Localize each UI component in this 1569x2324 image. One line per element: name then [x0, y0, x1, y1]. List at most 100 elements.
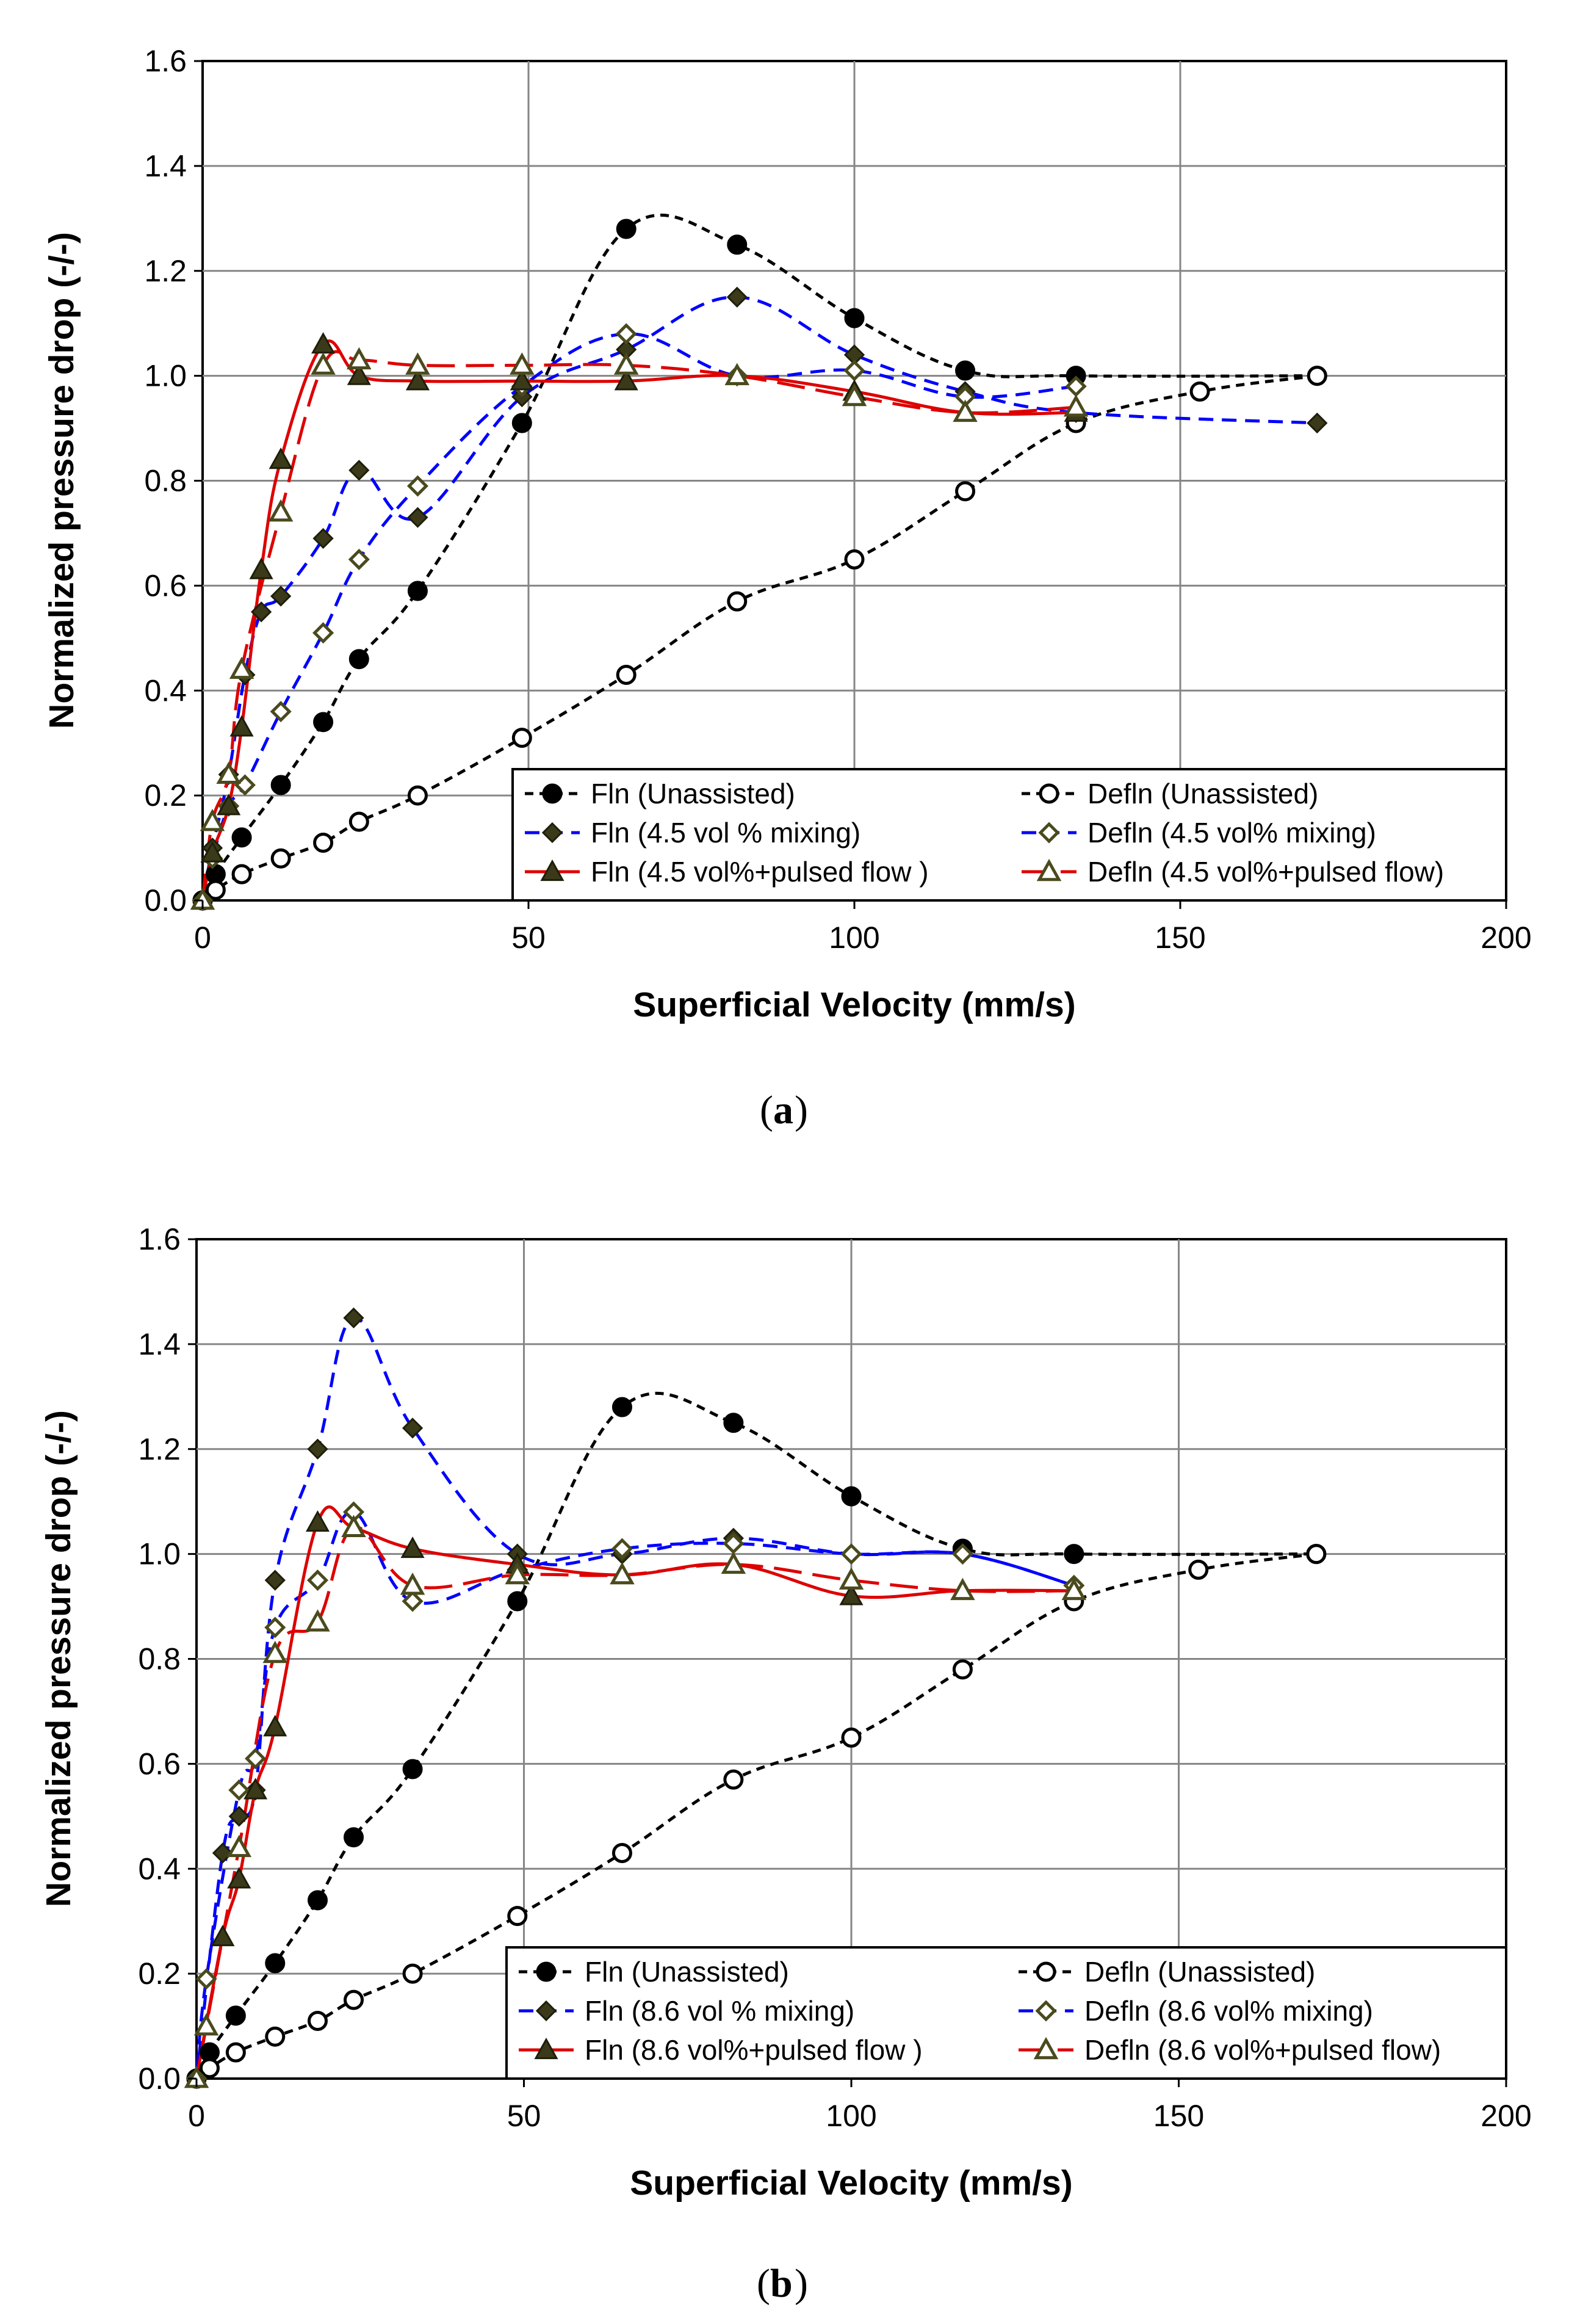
data-point [724, 363, 750, 385]
data-point [227, 1867, 251, 1889]
series-line-2 [195, 1316, 1075, 2079]
data-point [308, 1890, 328, 1911]
data-point [955, 360, 976, 381]
data-point [613, 352, 639, 375]
data-point [510, 352, 535, 375]
legend-marker [1036, 858, 1062, 881]
y-tick-label: 0.8 [138, 1642, 181, 1676]
data-point [270, 848, 291, 869]
data-point [270, 585, 292, 607]
legend-entry: Fln (Unassisted) [591, 778, 795, 809]
data-point [217, 794, 241, 816]
x-tick-label: 150 [1155, 921, 1205, 955]
data-point [727, 591, 748, 612]
x-tick-label: 100 [826, 2099, 876, 2133]
data-point [311, 352, 336, 375]
data-point [348, 460, 370, 481]
legend-marker [542, 783, 563, 804]
data-point [229, 715, 254, 737]
series-group-a [190, 213, 1328, 911]
data-point [262, 1640, 288, 1663]
x-tick-label: 200 [1481, 2099, 1531, 2133]
data-point [841, 1727, 862, 1748]
data-point [1061, 1577, 1087, 1601]
data-point [205, 880, 226, 900]
data-point [348, 548, 370, 570]
data-point [611, 1397, 632, 1417]
data-point [507, 1591, 528, 1612]
data-point [229, 656, 254, 679]
data-point [953, 399, 978, 422]
data-point [507, 1906, 528, 1927]
data-point [228, 1779, 250, 1801]
chart-panel-a: 0.00.20.40.60.81.01.21.41.60 50 100 150 200 … [42, 44, 1532, 1132]
data-point [510, 369, 534, 391]
data-point [344, 1827, 364, 1848]
data-point [308, 2010, 328, 2031]
data-point [200, 808, 225, 831]
y-tick-label: 1.2 [144, 254, 187, 288]
caption-letter-a: a [773, 1088, 793, 1132]
x-tick-label: 0 [188, 2099, 205, 2133]
data-point [1064, 1544, 1084, 1565]
data-point [305, 1510, 330, 1532]
y-tick-label: 1.0 [138, 1537, 181, 1571]
data-point [721, 1551, 746, 1574]
legend-marker [540, 859, 564, 881]
data-point [265, 2026, 286, 2047]
legend-entry: Fln (8.6 vol % mixing) [585, 1995, 854, 2027]
data-point [265, 1953, 286, 1974]
data-point [343, 1307, 364, 1329]
data-point [610, 1562, 635, 1585]
data-point [727, 234, 748, 255]
legend-entry: Fln (4.5 vol%+pulsed flow ) [591, 856, 929, 888]
data-point [511, 728, 532, 748]
y-tick-label: 0.4 [144, 673, 187, 708]
data-point [200, 841, 225, 863]
legend-a: Fln (Unassisted) Defln (Unassisted) Fln (4… [511, 768, 1507, 902]
data-point [268, 499, 294, 522]
svg-text:): ) [795, 1088, 808, 1132]
y-tick-label: 0.0 [138, 2062, 181, 2096]
data-point [263, 1715, 287, 1737]
data-point [347, 347, 372, 370]
data-point [407, 785, 428, 806]
series-line-2 [201, 295, 1318, 901]
legend-entry: Defln (4.5 vol%+pulsed flow) [1087, 856, 1444, 888]
data-point [726, 286, 748, 308]
data-point [313, 712, 334, 733]
data-point [1063, 394, 1089, 417]
data-point [312, 527, 334, 549]
data-point [843, 360, 865, 382]
series-group-b [184, 1307, 1327, 2090]
legend-entry: Fln (Unassisted) [585, 1956, 789, 1988]
data-point [407, 581, 428, 601]
data-point [616, 664, 637, 685]
data-point [402, 1417, 424, 1439]
data-point [307, 1438, 328, 1460]
y-tick-label: 0.8 [144, 464, 187, 498]
y-tick-label: 0.6 [144, 568, 187, 603]
series-line-4 [195, 1505, 1074, 2079]
data-point [844, 308, 865, 328]
data-point [264, 1616, 286, 1638]
legend-entry: Defln (8.6 vol%+pulsed flow) [1084, 2034, 1441, 2066]
legend-marker [535, 2000, 557, 2022]
legend-box [505, 1946, 1507, 2080]
y-tick-label: 0.2 [138, 1957, 181, 1991]
data-point [225, 2042, 246, 2063]
data-point [614, 369, 638, 391]
caption-b: ( b ) [757, 2261, 808, 2306]
legend-marker [534, 2037, 558, 2060]
data-point [839, 1567, 864, 1590]
data-point [1306, 1544, 1327, 1565]
y-axis-label-b: Normalized pressure drop (-/-) [39, 1410, 78, 1907]
y-tick-label: 1.4 [138, 1327, 181, 1361]
data-point [348, 649, 369, 670]
legend-entry: Defln (Unassisted) [1084, 1956, 1315, 1988]
legend-b: Fln (Unassisted) Defln (Unassisted) Fln (8… [505, 1946, 1507, 2080]
legend-marker [1039, 783, 1059, 804]
data-point [216, 761, 241, 784]
data-point [402, 1590, 424, 1612]
data-point [400, 1573, 425, 1595]
